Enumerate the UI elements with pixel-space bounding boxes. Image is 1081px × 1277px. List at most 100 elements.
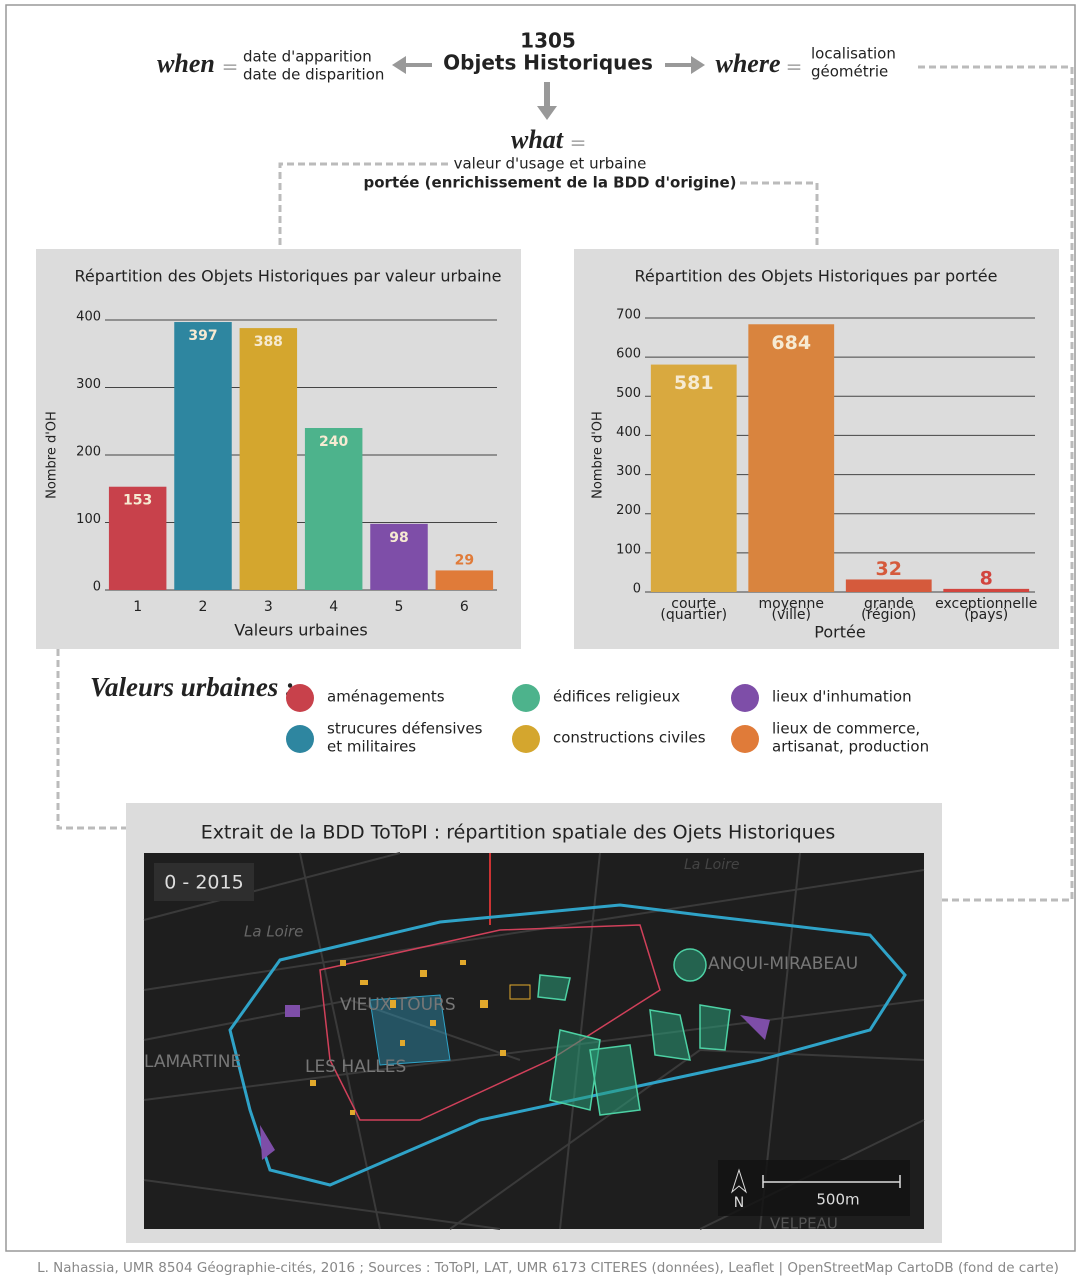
legend-swatch xyxy=(512,684,540,712)
x-axis-label: Valeurs urbaines xyxy=(234,621,367,640)
y-axis-label: Nombre d'OH xyxy=(591,411,606,499)
value-label: 684 xyxy=(771,332,811,354)
chart-title: Répartition des Objets Historiques par v… xyxy=(75,267,502,286)
bar xyxy=(370,523,428,590)
religious xyxy=(537,948,731,1116)
value-label: 153 xyxy=(123,493,152,509)
what-line: portée (enrichissement de la BDD d'origi… xyxy=(364,174,737,192)
place-label: La Loire xyxy=(684,857,739,873)
legend-swatch xyxy=(731,684,759,712)
place-label: VELPEAU xyxy=(770,1215,838,1233)
place-label: LAMARTINE xyxy=(144,1052,241,1072)
north: N xyxy=(734,1195,744,1211)
value-label: 397 xyxy=(188,328,217,344)
x-tick-label: exceptionnelle xyxy=(935,596,1037,612)
x-tick-label: 1 xyxy=(133,599,142,615)
when: when xyxy=(157,49,215,78)
place-label: La Loire xyxy=(244,923,303,941)
scale: 500m xyxy=(816,1191,859,1209)
y-tick-label: 300 xyxy=(616,464,641,479)
place-label: LES HALLES xyxy=(305,1057,406,1077)
y-tick-label: 100 xyxy=(616,542,641,557)
y-tick-label: 100 xyxy=(76,512,101,527)
what-line: valeur d'usage et urbaine xyxy=(454,155,647,173)
bar xyxy=(748,324,835,592)
legend-label: lieux d'inhumation xyxy=(772,688,912,706)
civil xyxy=(310,960,531,1115)
bar xyxy=(304,428,363,590)
place-label: ANQUI-MIRABEAU xyxy=(708,954,858,974)
enclosure xyxy=(319,924,661,1121)
x-tick-sublabel: (quartier) xyxy=(660,607,727,623)
x-tick-sublabel: (pays) xyxy=(964,607,1008,623)
period: 0 - 2015 xyxy=(164,872,243,894)
y-tick-label: 200 xyxy=(616,503,641,518)
map-title: Extrait de la BDD ToToPI : répartition s… xyxy=(201,822,836,844)
polygon xyxy=(369,994,451,1066)
scale-bar xyxy=(762,1175,901,1188)
legend-label: strucures défensives xyxy=(327,720,483,738)
bar xyxy=(174,322,232,590)
value-label: 240 xyxy=(319,434,348,450)
x-tick-label: 5 xyxy=(395,599,404,615)
x-tick-label: grande xyxy=(864,596,914,612)
value-label: 388 xyxy=(254,334,283,350)
y-tick-label: 400 xyxy=(616,425,641,440)
x-tick-sublabel: (région) xyxy=(861,607,916,623)
burial xyxy=(260,1005,770,1160)
legend-label: et militaires xyxy=(327,738,416,756)
what: what xyxy=(511,125,564,154)
footer: L. Nahassia, UMR 8504 Géographie-cités, … xyxy=(37,1260,1059,1276)
main-node: Objets Historiques xyxy=(443,51,653,75)
where-line: géométrie xyxy=(811,63,888,81)
legend-swatch xyxy=(731,725,759,753)
y-tick-label: 600 xyxy=(616,347,641,362)
legend-title: Valeurs urbaines : xyxy=(90,672,294,702)
place-label: VIEUX TOURS xyxy=(340,995,456,1015)
legend-label: lieux de commerce, xyxy=(772,720,920,738)
x-tick-label: 2 xyxy=(199,599,208,615)
legend-swatch xyxy=(286,725,314,753)
value-label: 32 xyxy=(876,558,902,580)
map: La Loire VIEUX TOURS LES HALLES LAMARTIN… xyxy=(143,852,925,1233)
scale-box xyxy=(718,1160,910,1216)
north-arrow xyxy=(730,1168,748,1194)
bar xyxy=(650,364,737,592)
legend-swatch xyxy=(286,684,314,712)
legend-label: constructions civiles xyxy=(553,729,706,747)
legend-label: artisanat, production xyxy=(772,738,929,756)
y-tick-label: 400 xyxy=(76,310,101,325)
count: 1305 xyxy=(520,29,576,53)
bar xyxy=(845,579,932,592)
bar xyxy=(108,486,167,590)
y-tick-label: 700 xyxy=(616,308,641,323)
bar xyxy=(239,328,298,590)
y-axis-label: Nombre d'OH xyxy=(45,411,60,499)
x-axis-label: Portée xyxy=(814,623,865,642)
chart-title: Répartition des Objets Historiques par p… xyxy=(635,267,998,286)
x-tick-sublabel: (ville) xyxy=(772,607,812,623)
x-tick-label: moyenne xyxy=(759,596,824,612)
y-tick-label: 300 xyxy=(76,377,101,392)
where: where xyxy=(716,49,781,78)
rampart xyxy=(228,903,907,1187)
y-tick-label: 200 xyxy=(76,445,101,460)
y-tick-label: 0 xyxy=(93,580,101,595)
value-label: 581 xyxy=(674,372,714,394)
equals: = xyxy=(570,131,587,155)
bar xyxy=(943,588,1030,592)
bar xyxy=(435,570,494,590)
y-tick-label: 0 xyxy=(633,582,641,597)
x-tick-label: 3 xyxy=(264,599,273,615)
when-line: date d'apparition xyxy=(243,48,372,66)
legend-swatch xyxy=(512,725,540,753)
value-label: 98 xyxy=(389,530,408,546)
equals: = xyxy=(222,55,239,79)
period-box xyxy=(154,863,254,901)
connectors xyxy=(56,65,1074,902)
value-label: 29 xyxy=(455,552,474,568)
arrows xyxy=(392,56,705,120)
equals: = xyxy=(786,55,803,79)
x-tick-label: courte xyxy=(671,596,716,612)
